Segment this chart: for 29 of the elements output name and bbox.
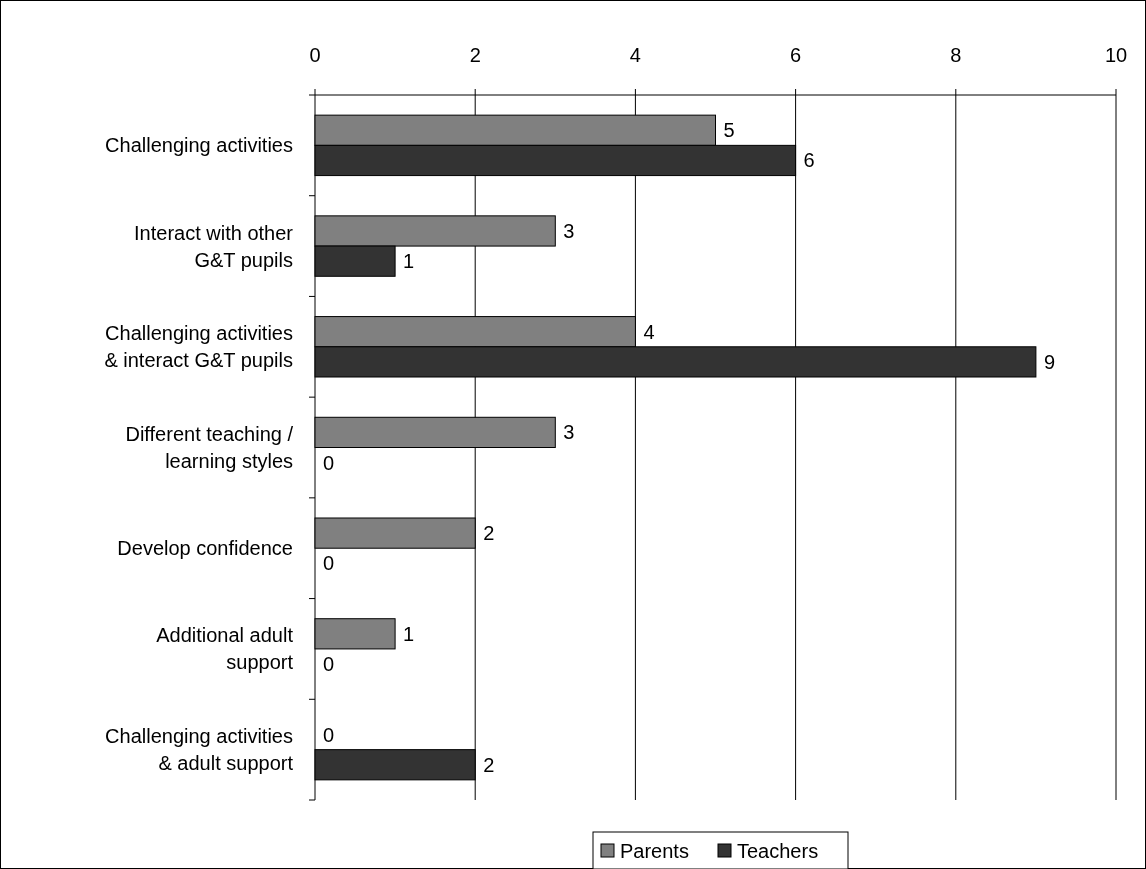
legend-label: Parents [620, 840, 689, 862]
data-label: 0 [323, 451, 335, 474]
x-tick-label: 2 [469, 44, 481, 66]
data-label: 0 [323, 653, 335, 676]
x-tick-label: 4 [629, 44, 641, 66]
data-label: 2 [483, 522, 495, 545]
y-tick-label: Challenging activities & adult support [105, 725, 294, 775]
data-label: 3 [563, 219, 575, 242]
data-label: 0 [323, 723, 335, 746]
y-tick-label: Challenging activities [105, 134, 293, 157]
data-label: 2 [483, 753, 495, 776]
x-tick-label: 8 [950, 44, 962, 66]
y-tick-label: Interact with other G&T pupils [134, 221, 294, 271]
x-tick-label: 10 [1104, 44, 1128, 66]
data-label: 9 [1043, 350, 1056, 373]
data-label: 1 [403, 622, 415, 645]
legend-label: Teachers [737, 840, 819, 862]
x-tick-label: 6 [790, 44, 802, 66]
data-label: 1 [403, 250, 415, 273]
data-label: 5 [723, 119, 735, 142]
y-tick-label: Develop confidence [117, 537, 293, 560]
y-tick-label: Additional adult support [156, 624, 294, 674]
data-label: 6 [803, 149, 815, 172]
data-label: 0 [323, 552, 335, 575]
y-tick-label: Different teaching / learning styles [125, 423, 294, 472]
y-tick-label: Challenging activities & interact G&T pupils [104, 322, 293, 372]
data-label: 3 [563, 421, 575, 444]
data-label: 4 [643, 320, 655, 343]
x-tick-label: 0 [309, 44, 321, 66]
